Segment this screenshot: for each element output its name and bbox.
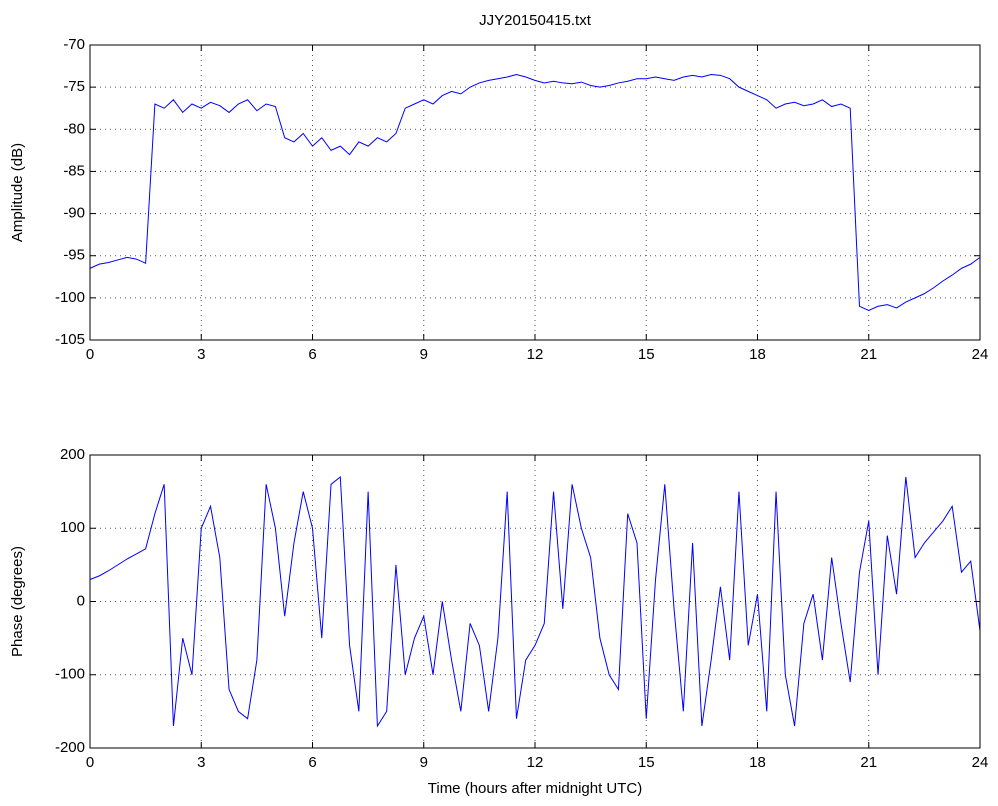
y-tick-label: -200: [55, 739, 85, 756]
x-tick-label: 9: [420, 346, 428, 363]
y-tick-label: -90: [63, 205, 85, 222]
y-tick-label: -80: [63, 120, 85, 137]
y-tick-label: 0: [77, 592, 85, 609]
x-tick-label: 18: [749, 754, 766, 771]
x-tick-label: 3: [197, 754, 205, 771]
x-tick-label: 15: [638, 346, 655, 363]
x-tick-label: 0: [86, 346, 94, 363]
y-tick-label: -95: [63, 247, 85, 264]
y-axis-label: Amplitude (dB): [9, 143, 26, 242]
x-tick-label: 6: [308, 754, 316, 771]
y-tick-label: 100: [60, 519, 85, 536]
x-tick-label: 21: [860, 754, 877, 771]
x-tick-label: 21: [860, 346, 877, 363]
data-line: [89, 475, 981, 728]
x-tick-label: 3: [197, 346, 205, 363]
data-line: [89, 73, 981, 312]
axes-frame: [89, 454, 981, 749]
x-tick-label: 12: [527, 754, 544, 771]
y-axis-label: Phase (degrees): [9, 546, 26, 657]
x-tick-label: 18: [749, 346, 766, 363]
x-tick-label: 24: [972, 346, 989, 363]
x-tick-label: 12: [527, 346, 544, 363]
y-tick-label: -85: [63, 162, 85, 179]
axes-frame: [89, 44, 981, 341]
x-axis-label: Time (hours after midnight UTC): [428, 780, 643, 797]
x-tick-label: 15: [638, 754, 655, 771]
x-tick-label: 9: [420, 754, 428, 771]
chart-title: JJY20150415.txt: [479, 12, 592, 29]
y-tick-label: -100: [55, 666, 85, 683]
x-tick-label: 24: [972, 754, 989, 771]
y-tick-label: -75: [63, 78, 85, 95]
x-tick-label: 0: [86, 754, 94, 771]
x-tick-label: 6: [308, 346, 316, 363]
y-tick-label: 200: [60, 446, 85, 463]
y-tick-label: -70: [63, 36, 85, 53]
y-tick-label: -100: [55, 289, 85, 306]
y-tick-label: -105: [55, 331, 85, 348]
